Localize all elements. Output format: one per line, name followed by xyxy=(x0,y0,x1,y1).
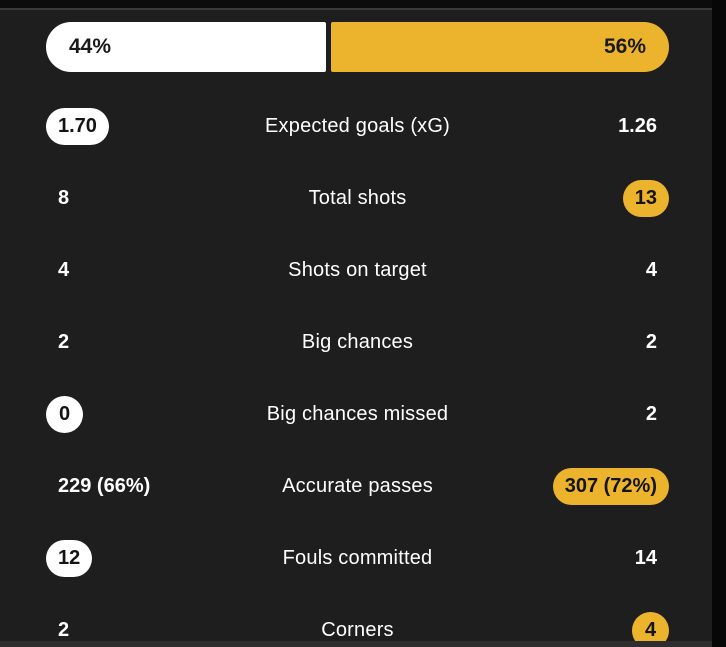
stat-home-cell: 12 xyxy=(46,539,216,577)
stat-label: Big chances missed xyxy=(266,402,449,425)
possession-away-segment: 56% xyxy=(330,22,669,72)
stat-home-cell: 2 xyxy=(46,332,216,352)
stat-away-cell: 2 xyxy=(499,332,669,352)
stat-home-cell: 8 xyxy=(46,188,216,208)
stat-row: 2 Corners 4 xyxy=(46,594,669,647)
stat-label: Corners xyxy=(321,618,394,641)
stat-row: 8 Total shots 13 xyxy=(46,162,669,234)
stat-home-value: 2 xyxy=(58,619,70,641)
possession-away-label: 56% xyxy=(603,35,646,58)
stat-row: 4 Shots on target 4 xyxy=(46,234,669,306)
stat-home-value: 8 xyxy=(58,187,70,209)
stat-row: 229 (66%) Accurate passes 307 (72%) xyxy=(46,450,669,522)
stat-home-value: 2 xyxy=(58,331,70,353)
top-divider-line xyxy=(0,8,726,10)
stat-label: Shots on target xyxy=(288,258,427,281)
stat-away-cell: 4 xyxy=(499,260,669,280)
stat-away-cell: 307 (72%) xyxy=(499,467,669,505)
right-edge-strip xyxy=(712,0,726,647)
stat-label: Expected goals (xG) xyxy=(265,114,450,137)
stat-away-cell: 2 xyxy=(499,404,669,424)
stat-home-cell: 0 xyxy=(46,395,216,433)
stat-away-value: 14 xyxy=(634,547,657,569)
stat-home-cell: 4 xyxy=(46,260,216,280)
stat-row: 1.70 Expected goals (xG) 1.26 xyxy=(46,90,669,162)
stat-home-cell: 1.70 xyxy=(46,107,216,145)
stat-row: 2 Big chances 2 xyxy=(46,306,669,378)
possession-home-label: 44% xyxy=(69,35,112,58)
top-edge-strip xyxy=(0,0,726,8)
stat-row: 12 Fouls committed 14 xyxy=(46,522,669,594)
stat-label: Fouls committed xyxy=(282,546,433,569)
stat-home-value: 0 xyxy=(46,395,83,433)
stat-label: Total shots xyxy=(308,186,407,209)
stats-list: 1.70 Expected goals (xG) 1.26 8 Total sh… xyxy=(46,90,669,647)
stat-away-cell: 14 xyxy=(499,548,669,568)
stat-away-value: 307 (72%) xyxy=(552,467,669,505)
possession-home-segment: 44% xyxy=(46,22,326,72)
stat-home-value: 4 xyxy=(58,259,70,281)
stat-row: 0 Big chances missed 2 xyxy=(46,378,669,450)
stat-home-cell: 229 (66%) xyxy=(46,476,216,496)
stat-label: Accurate passes xyxy=(282,474,433,497)
stat-away-cell: 1.26 xyxy=(499,116,669,136)
stat-away-value: 2 xyxy=(645,331,657,353)
stat-home-value: 1.70 xyxy=(46,107,109,145)
stat-away-value: 4 xyxy=(645,259,657,281)
bottom-edge-strip xyxy=(0,641,712,647)
stat-label: Big chances xyxy=(301,330,414,353)
stat-home-value: 12 xyxy=(46,539,93,577)
stat-home-value: 229 (66%) xyxy=(58,475,151,497)
stat-away-cell: 13 xyxy=(499,179,669,217)
stat-away-value: 13 xyxy=(622,179,669,217)
stat-home-cell: 2 xyxy=(46,620,216,640)
stat-away-value: 1.26 xyxy=(618,115,657,137)
possession-bar: 44% 56% xyxy=(46,22,669,72)
stat-away-value: 2 xyxy=(645,403,657,425)
